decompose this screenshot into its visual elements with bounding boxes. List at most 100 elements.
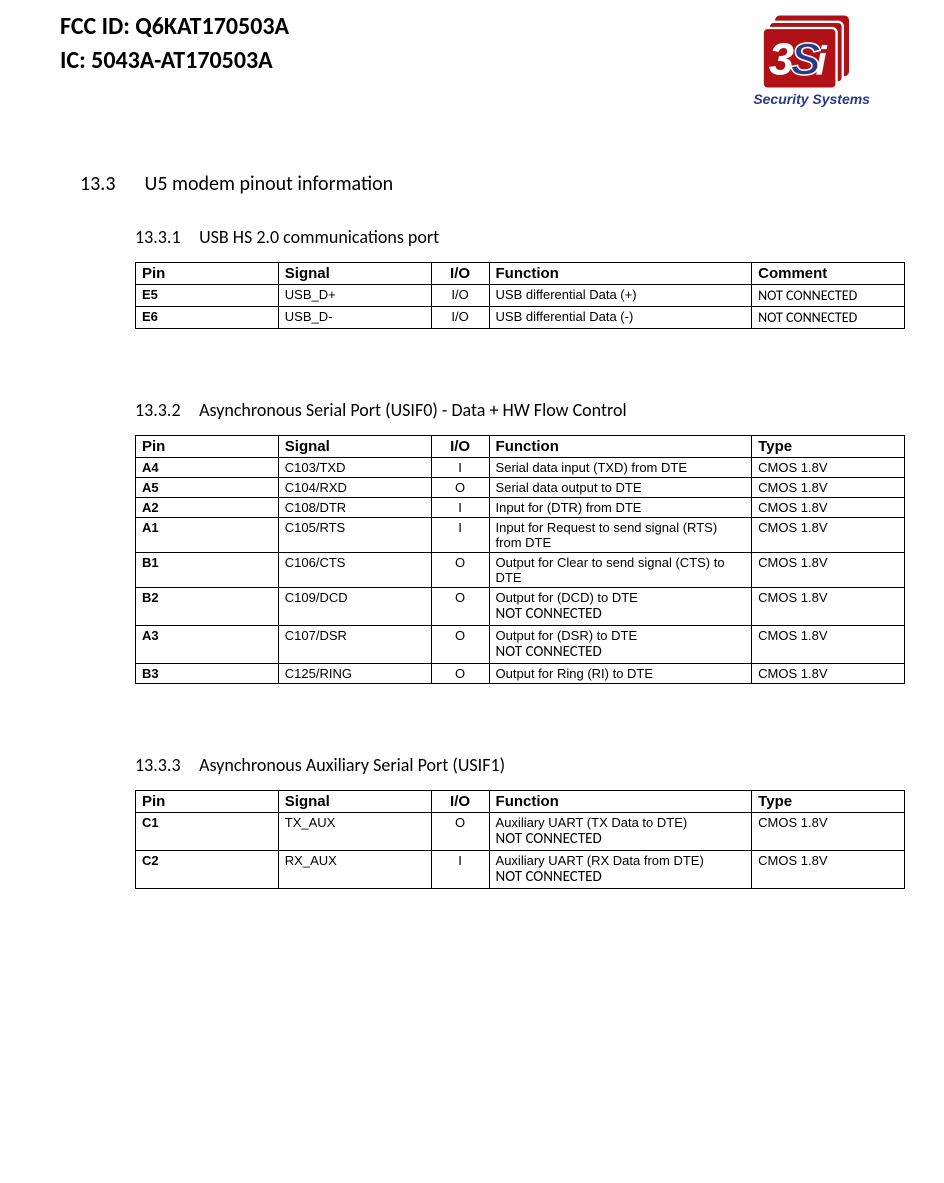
cell-type: CMOS 1.8V — [752, 478, 905, 498]
cell-io: I — [431, 498, 489, 518]
svg-text:i: i — [816, 38, 828, 84]
subsection-heading: 13.3.3 Asynchronous Auxiliary Serial Por… — [135, 754, 884, 776]
cell-function: Input for Request to send signal (RTS) f… — [489, 518, 752, 553]
cell-signal: RX_AUX — [278, 851, 431, 889]
th-type: Type — [752, 436, 905, 458]
th-io: I/O — [431, 436, 489, 458]
cell-io: O — [431, 664, 489, 684]
fn-nc: NOT CONNECTED — [496, 605, 602, 623]
section-title: U5 modem pinout information — [145, 172, 394, 196]
subsection-number: 13.3.1 — [135, 226, 195, 248]
cell-io: O — [431, 553, 489, 588]
cell-comment: NOT CONNECTED — [752, 307, 905, 329]
cell-type: CMOS 1.8V — [752, 851, 905, 889]
cell-type: CMOS 1.8V — [752, 553, 905, 588]
cell-function: Output for (DCD) to DTE NOT CONNECTED — [489, 588, 752, 626]
cell-pin: B2 — [136, 588, 279, 626]
subsection-title: Asynchronous Auxiliary Serial Port (USIF… — [199, 754, 505, 776]
subsection-heading: 13.3.1 USB HS 2.0 communications port — [135, 226, 884, 248]
section-heading: 13.3 U5 modem pinout information — [80, 172, 884, 196]
table-header-row: Pin Signal I/O Function Comment — [136, 263, 905, 285]
fn-text: Auxiliary UART (RX Data from DTE) — [496, 853, 704, 868]
table-row: A3 C107/DSR O Output for (DSR) to DTE NO… — [136, 626, 905, 664]
cell-signal: C107/DSR — [278, 626, 431, 664]
cell-signal: TX_AUX — [278, 813, 431, 851]
table-header-row: Pin Signal I/O Function Type — [136, 791, 905, 813]
fn-text: Output for (DCD) to DTE — [496, 590, 638, 605]
cell-io: O — [431, 626, 489, 664]
cell-pin: E6 — [136, 307, 279, 329]
cell-io: I — [431, 458, 489, 478]
subsection-heading: 13.3.2 Asynchronous Serial Port (USIF0) … — [135, 399, 884, 421]
cell-pin: E5 — [136, 285, 279, 307]
table-usif0: Pin Signal I/O Function Type A4 C103/TXD… — [135, 435, 905, 684]
cell-pin: A5 — [136, 478, 279, 498]
cell-function: Serial data output to DTE — [489, 478, 752, 498]
subsection-title: Asynchronous Serial Port (USIF0) - Data … — [199, 399, 627, 421]
page: FCC ID: Q6KAT170503A IC: 5043A-AT170503A… — [0, 0, 944, 929]
cell-function: Input for (DTR) from DTE — [489, 498, 752, 518]
cell-function: Output for Clear to send signal (CTS) to… — [489, 553, 752, 588]
cell-function: Auxiliary UART (RX Data from DTE) NOT CO… — [489, 851, 752, 889]
logo: 3 S i Security Systems — [744, 10, 884, 112]
cell-io: O — [431, 813, 489, 851]
section-number: 13.3 — [80, 172, 140, 196]
cell-io: I/O — [431, 307, 489, 329]
cell-signal: USB_D- — [278, 307, 431, 329]
cell-function: USB differential Data (-) — [489, 307, 752, 329]
cell-function: Output for (DSR) to DTE NOT CONNECTED — [489, 626, 752, 664]
cell-io: I — [431, 851, 489, 889]
cell-pin: C1 — [136, 813, 279, 851]
subsection-number: 13.3.2 — [135, 399, 195, 421]
table-row: A1 C105/RTS I Input for Request to send … — [136, 518, 905, 553]
subsection-13-3-2: 13.3.2 Asynchronous Serial Port (USIF0) … — [60, 399, 884, 684]
table-row: E5 USB_D+ I/O USB differential Data (+) … — [136, 285, 905, 307]
table-header-row: Pin Signal I/O Function Type — [136, 436, 905, 458]
cell-signal: C109/DCD — [278, 588, 431, 626]
table-row: A4 C103/TXD I Serial data input (TXD) fr… — [136, 458, 905, 478]
subsection-number: 13.3.3 — [135, 754, 195, 776]
fn-nc: NOT CONNECTED — [496, 643, 602, 661]
cell-type: CMOS 1.8V — [752, 813, 905, 851]
cell-io: O — [431, 478, 489, 498]
th-signal: Signal — [278, 263, 431, 285]
cell-type: CMOS 1.8V — [752, 626, 905, 664]
cell-function: USB differential Data (+) — [489, 285, 752, 307]
th-function: Function — [489, 791, 752, 813]
cell-type: CMOS 1.8V — [752, 458, 905, 478]
table-row: A5 C104/RXD O Serial data output to DTE … — [136, 478, 905, 498]
th-function: Function — [489, 436, 752, 458]
cell-signal: USB_D+ — [278, 285, 431, 307]
table-usb: Pin Signal I/O Function Comment E5 USB_D… — [135, 262, 905, 329]
cell-pin: B1 — [136, 553, 279, 588]
th-comment: Comment — [752, 263, 905, 285]
section-13-3: 13.3 U5 modem pinout information 13.3.1 … — [60, 172, 884, 889]
table-row: B3 C125/RING O Output for Ring (RI) to D… — [136, 664, 905, 684]
cell-signal: C125/RING — [278, 664, 431, 684]
th-signal: Signal — [278, 791, 431, 813]
cell-function: Output for Ring (RI) to DTE — [489, 664, 752, 684]
cell-pin: A2 — [136, 498, 279, 518]
th-pin: Pin — [136, 436, 279, 458]
fn-nc: NOT CONNECTED — [496, 868, 602, 886]
th-io: I/O — [431, 791, 489, 813]
table-row: C2 RX_AUX I Auxiliary UART (RX Data from… — [136, 851, 905, 889]
cell-comment: NOT CONNECTED — [752, 285, 905, 307]
fn-text: Auxiliary UART (TX Data to DTE) — [496, 815, 688, 830]
cell-io: O — [431, 588, 489, 626]
table-row: A2 C108/DTR I Input for (DTR) from DTE C… — [136, 498, 905, 518]
id-block: FCC ID: Q6KAT170503A IC: 5043A-AT170503A — [60, 10, 289, 77]
cell-signal: C106/CTS — [278, 553, 431, 588]
th-function: Function — [489, 263, 752, 285]
cell-pin: A3 — [136, 626, 279, 664]
table-row: E6 USB_D- I/O USB differential Data (-) … — [136, 307, 905, 329]
th-pin: Pin — [136, 263, 279, 285]
table-row: B1 C106/CTS O Output for Clear to send s… — [136, 553, 905, 588]
company-logo-icon: 3 S i Security Systems — [744, 14, 884, 107]
th-io: I/O — [431, 263, 489, 285]
ic-id: IC: 5043A-AT170503A — [60, 44, 289, 78]
subsection-13-3-3: 13.3.3 Asynchronous Auxiliary Serial Por… — [60, 754, 884, 889]
cell-type: CMOS 1.8V — [752, 588, 905, 626]
cell-type: CMOS 1.8V — [752, 518, 905, 553]
subsection-13-3-1: 13.3.1 USB HS 2.0 communications port Pi… — [60, 226, 884, 329]
